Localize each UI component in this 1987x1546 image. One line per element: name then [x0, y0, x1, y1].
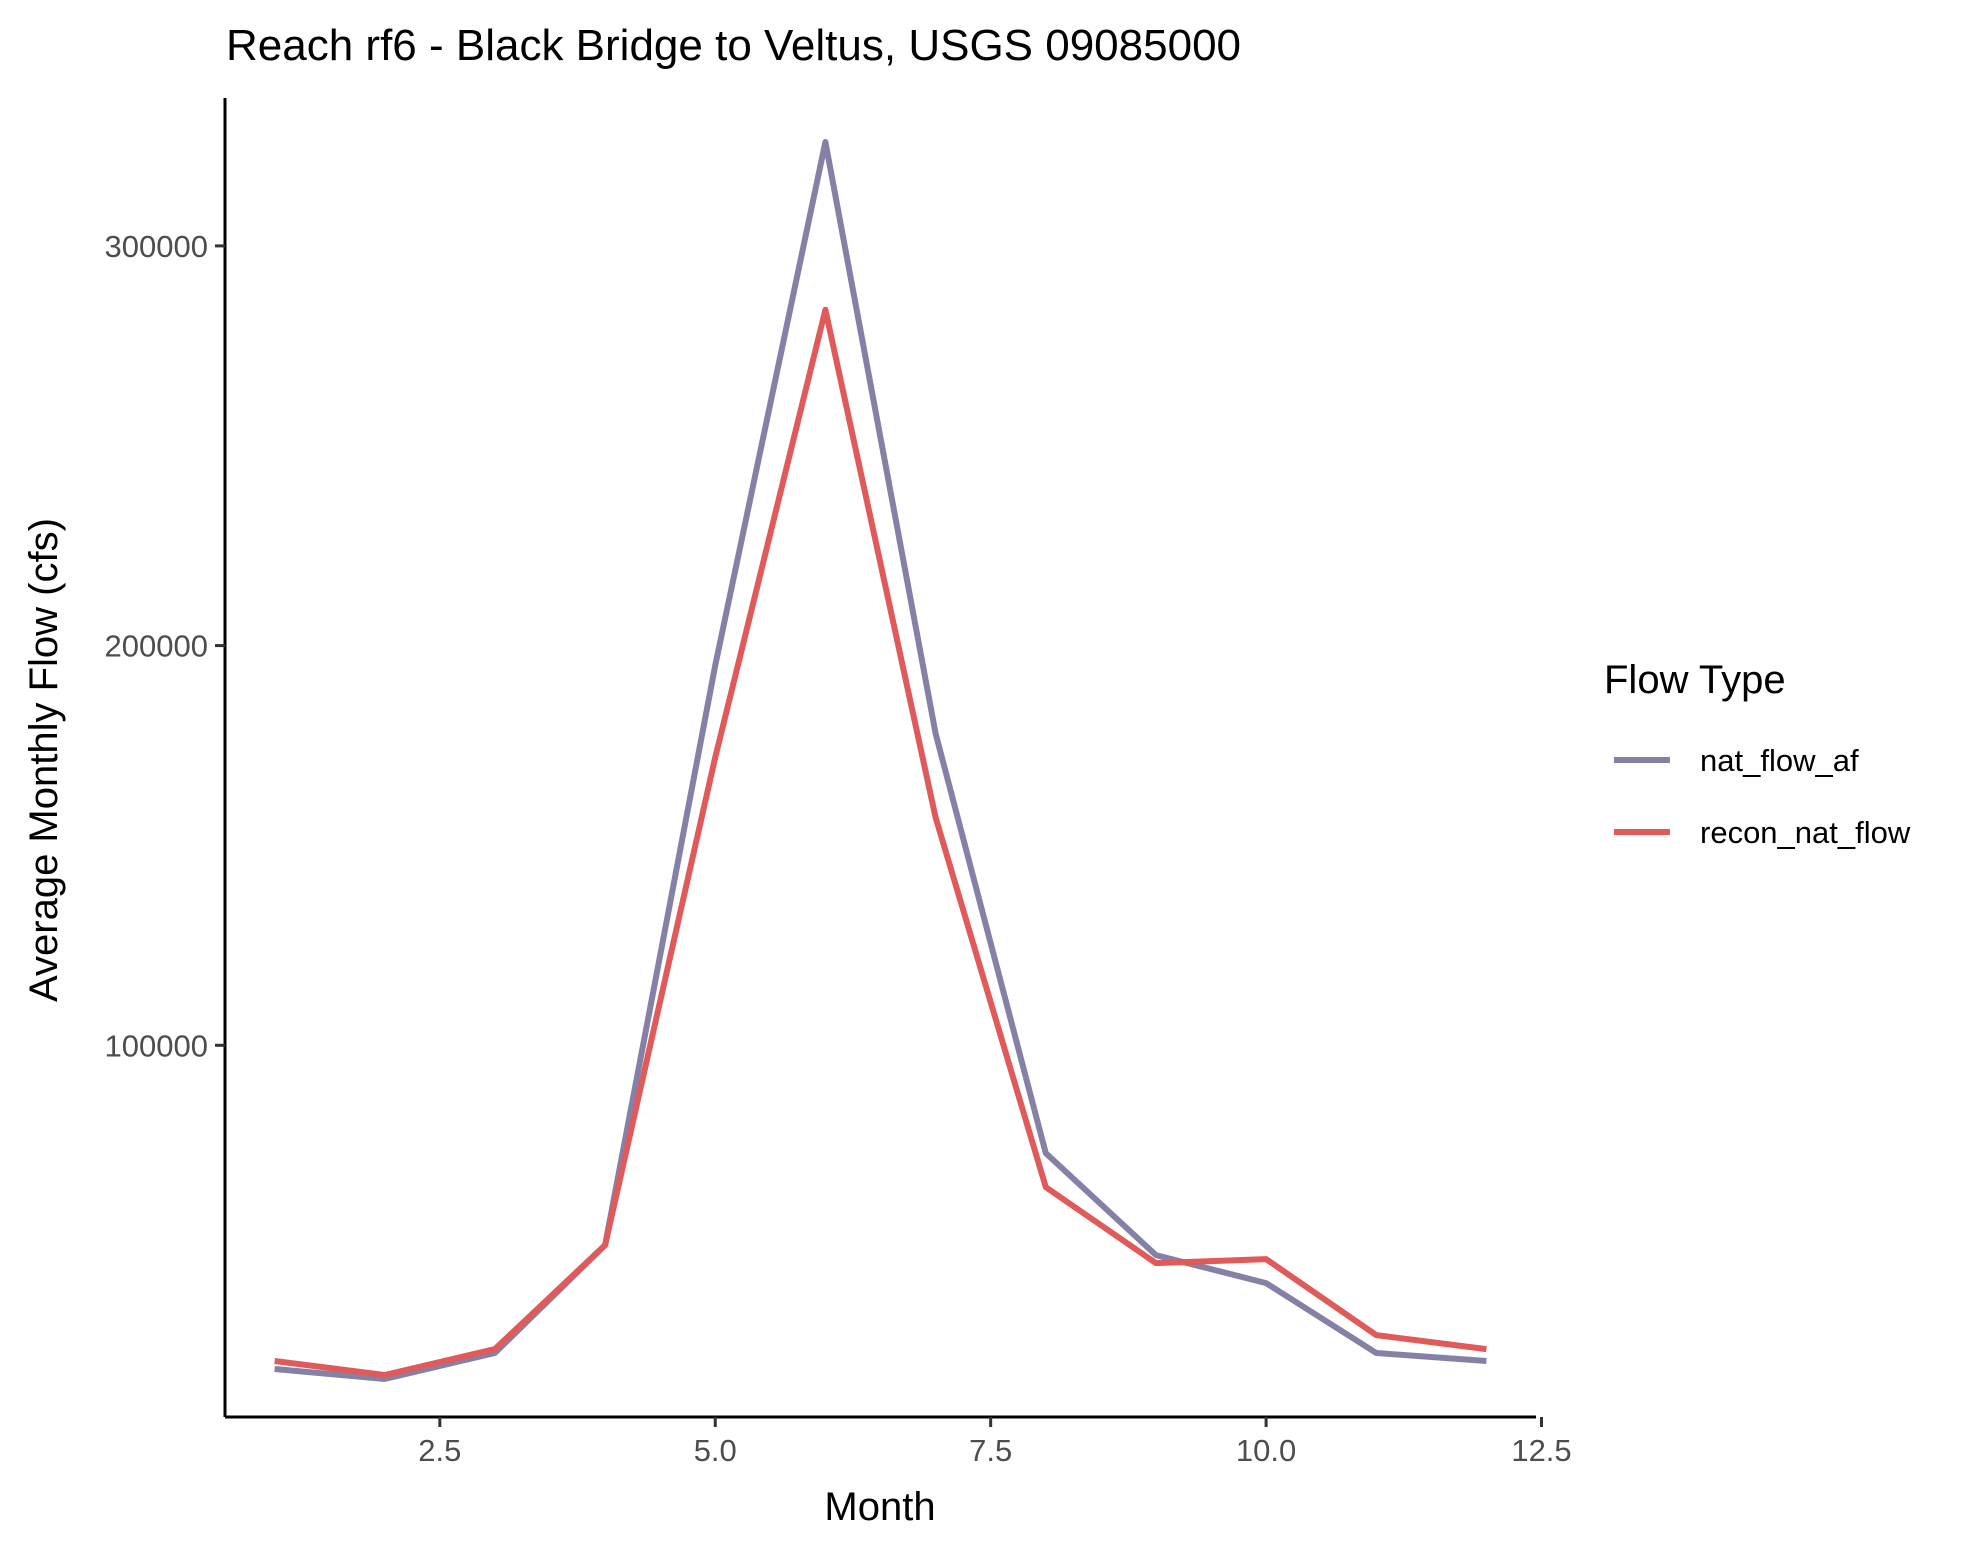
- x-tick-label: 12.5: [1511, 1433, 1571, 1468]
- y-tick-label: 200000: [105, 629, 208, 664]
- legend-label-nat-flow-af: nat_flow_af: [1700, 743, 1859, 778]
- y-tick-label: 100000: [105, 1028, 208, 1063]
- chart-title: Reach rf6 - Black Bridge to Veltus, USGS…: [226, 21, 1241, 70]
- y-axis-ticks: 100000 200000 300000: [105, 229, 225, 1063]
- legend: Flow Type nat_flow_af recon_nat_flow: [1604, 658, 1911, 850]
- y-axis-title: Average Monthly Flow (cfs): [22, 518, 66, 1002]
- series-layer: [274, 139, 1487, 1382]
- x-tick-label: 2.5: [418, 1433, 461, 1468]
- x-axis-title: Month: [824, 1485, 935, 1529]
- x-tick-label: 7.5: [969, 1433, 1012, 1468]
- series-line-recon-nat-flow: [274, 306, 1487, 1378]
- x-tick-label: 5.0: [694, 1433, 737, 1468]
- plot-panel: 2.5 5.0 7.5 10.0 12.5 100000 200000 300000: [105, 98, 1572, 1468]
- y-tick-label: 300000: [105, 229, 208, 264]
- x-axis-ticks: 2.5 5.0 7.5 10.0 12.5: [418, 1417, 1572, 1468]
- legend-title: Flow Type: [1604, 658, 1786, 702]
- x-tick-label: 10.0: [1236, 1433, 1296, 1468]
- series-line-nat-flow-af: [274, 139, 1487, 1382]
- legend-label-recon-nat-flow: recon_nat_flow: [1700, 815, 1911, 850]
